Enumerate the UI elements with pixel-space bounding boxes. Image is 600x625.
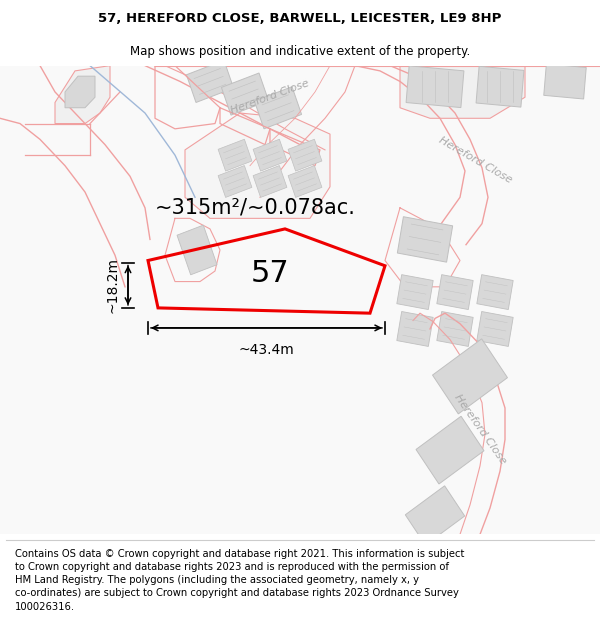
Polygon shape xyxy=(218,166,252,198)
Text: ~43.4m: ~43.4m xyxy=(239,342,295,357)
Text: 57: 57 xyxy=(251,259,289,288)
Text: ~18.2m: ~18.2m xyxy=(106,258,120,313)
Text: Hereford Close: Hereford Close xyxy=(229,78,311,116)
Polygon shape xyxy=(416,416,484,484)
Polygon shape xyxy=(397,274,433,309)
Polygon shape xyxy=(406,486,464,545)
Polygon shape xyxy=(177,225,217,275)
Text: ~315m²/~0.078ac.: ~315m²/~0.078ac. xyxy=(155,198,356,218)
Text: Hereford Close: Hereford Close xyxy=(452,392,508,466)
Polygon shape xyxy=(477,311,513,346)
Polygon shape xyxy=(397,217,452,262)
Polygon shape xyxy=(437,274,473,309)
Polygon shape xyxy=(218,139,252,171)
Text: Map shows position and indicative extent of the property.: Map shows position and indicative extent… xyxy=(130,44,470,58)
Polygon shape xyxy=(253,139,287,171)
Polygon shape xyxy=(476,66,524,107)
Polygon shape xyxy=(65,76,95,108)
Polygon shape xyxy=(187,61,233,102)
Polygon shape xyxy=(406,66,464,108)
Polygon shape xyxy=(437,311,473,346)
Polygon shape xyxy=(254,87,302,129)
Polygon shape xyxy=(253,166,287,198)
Polygon shape xyxy=(477,274,513,309)
Polygon shape xyxy=(400,66,525,118)
Polygon shape xyxy=(221,73,269,115)
Polygon shape xyxy=(288,139,322,171)
Polygon shape xyxy=(544,64,586,99)
Text: Hereford Close: Hereford Close xyxy=(437,136,514,186)
Text: 57, HEREFORD CLOSE, BARWELL, LEICESTER, LE9 8HP: 57, HEREFORD CLOSE, BARWELL, LEICESTER, … xyxy=(98,12,502,25)
Polygon shape xyxy=(397,311,433,346)
Polygon shape xyxy=(185,113,330,218)
Polygon shape xyxy=(288,166,322,198)
Text: Contains OS data © Crown copyright and database right 2021. This information is : Contains OS data © Crown copyright and d… xyxy=(15,549,464,612)
Polygon shape xyxy=(433,339,508,414)
Polygon shape xyxy=(55,66,110,124)
